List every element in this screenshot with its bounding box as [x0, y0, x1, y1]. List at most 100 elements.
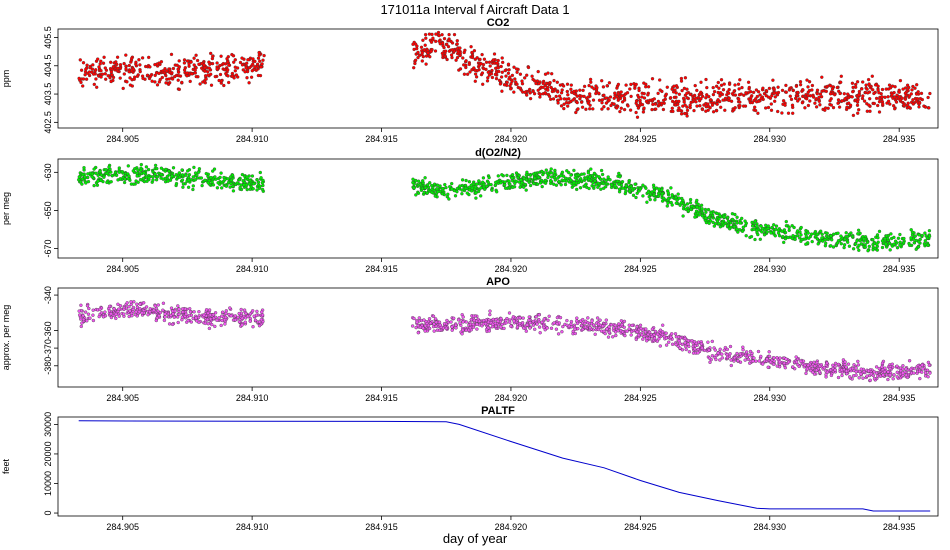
data-point	[572, 89, 576, 94]
data-point	[916, 90, 920, 94]
data-point	[722, 348, 726, 352]
data-point	[799, 225, 803, 230]
data-point	[153, 172, 157, 176]
data-point	[776, 109, 780, 114]
data-point	[586, 101, 590, 105]
data-point	[627, 323, 631, 327]
data-point	[627, 327, 631, 331]
data-point	[888, 102, 892, 106]
data-point	[811, 95, 816, 99]
data-point	[835, 241, 840, 245]
data-point	[718, 214, 722, 218]
data-point	[526, 65, 531, 70]
data-point	[153, 62, 157, 67]
data-point	[230, 173, 235, 177]
data-point	[438, 323, 442, 327]
data-point	[437, 33, 441, 38]
data-point	[186, 185, 191, 189]
data-point	[917, 233, 921, 237]
data-point	[253, 65, 257, 69]
data-point	[718, 94, 722, 98]
data-point	[97, 314, 101, 319]
data-point	[536, 88, 540, 92]
data-point	[645, 336, 649, 341]
data-point	[261, 183, 265, 188]
data-point	[918, 376, 922, 381]
data-point	[842, 243, 847, 247]
data-point	[211, 54, 215, 58]
data-point	[541, 81, 545, 86]
data-point	[573, 331, 577, 336]
data-point	[138, 177, 143, 182]
data-point	[753, 108, 758, 113]
data-point	[171, 66, 176, 71]
data-point	[537, 317, 541, 322]
data-point	[164, 81, 168, 85]
data-point	[856, 111, 860, 115]
data-point	[523, 90, 527, 94]
data-point	[251, 309, 255, 313]
data-point	[110, 173, 114, 178]
data-point	[157, 80, 162, 84]
data-point	[94, 68, 98, 72]
data-point	[787, 228, 791, 233]
data-point	[490, 75, 495, 80]
data-point	[735, 221, 739, 225]
data-point	[86, 175, 90, 180]
data-point	[185, 71, 189, 75]
data-point	[710, 103, 715, 107]
data-point	[772, 356, 776, 360]
data-point	[715, 219, 720, 223]
data-point	[148, 310, 152, 314]
data-point	[855, 103, 860, 107]
data-point	[444, 185, 448, 190]
data-point	[764, 223, 768, 227]
data-point	[618, 175, 622, 179]
data-point	[683, 103, 687, 107]
data-point	[94, 171, 98, 175]
data-point	[155, 175, 160, 179]
data-point	[624, 83, 628, 87]
data-point	[884, 242, 888, 246]
data-point	[850, 234, 855, 239]
data-point	[155, 166, 159, 171]
data-point	[768, 360, 773, 364]
data-point	[847, 244, 852, 248]
data-point	[599, 168, 604, 173]
data-point	[679, 79, 684, 83]
data-point	[428, 181, 432, 185]
data-point	[742, 93, 746, 97]
data-point	[566, 104, 570, 108]
data-point	[248, 319, 252, 323]
data-point	[928, 371, 932, 375]
data-point	[97, 65, 101, 69]
data-point	[783, 230, 788, 235]
data-point	[764, 94, 768, 98]
data-point	[888, 366, 892, 371]
data-point	[483, 322, 488, 326]
data-point	[487, 329, 491, 333]
data-point	[85, 319, 89, 323]
data-point	[578, 97, 582, 101]
data-point	[640, 102, 645, 107]
data-point	[877, 91, 881, 95]
data-point	[538, 92, 543, 96]
data-point	[804, 371, 808, 376]
data-point	[413, 58, 418, 62]
data-point	[180, 168, 184, 172]
data-point	[920, 233, 924, 238]
data-point	[91, 63, 95, 67]
data-point	[165, 174, 170, 179]
data-point	[223, 322, 227, 326]
data-point	[916, 245, 921, 249]
data-point	[707, 94, 711, 99]
data-point	[431, 324, 436, 329]
data-point	[798, 80, 803, 84]
data-point	[699, 342, 704, 346]
data-point	[147, 176, 151, 180]
x-tick-label: 284.915	[365, 393, 398, 403]
data-point	[588, 175, 592, 179]
data-point	[80, 182, 84, 186]
x-tick-label: 284.905	[106, 264, 139, 274]
data-point	[909, 236, 913, 240]
